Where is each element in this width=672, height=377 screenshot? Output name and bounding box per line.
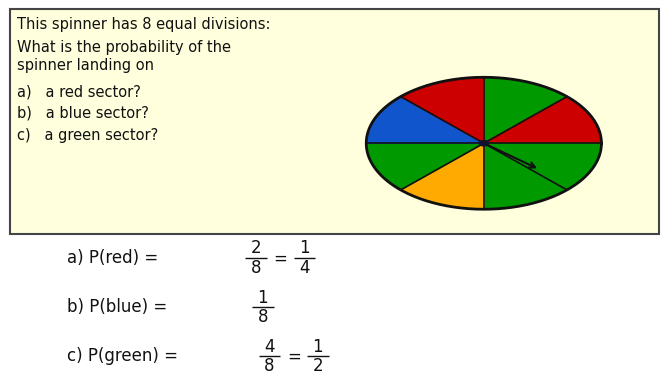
Text: =: = — [274, 249, 288, 267]
Text: 4: 4 — [299, 259, 310, 277]
Text: This spinner has 8 equal divisions:: This spinner has 8 equal divisions: — [17, 17, 270, 32]
Text: c) P(green) =: c) P(green) = — [67, 347, 183, 365]
Polygon shape — [484, 97, 601, 143]
Polygon shape — [484, 143, 567, 209]
Text: a)   a red sector?: a) a red sector? — [17, 85, 140, 100]
Text: 1: 1 — [299, 239, 310, 257]
Polygon shape — [484, 77, 567, 143]
Text: spinner landing on: spinner landing on — [17, 58, 154, 74]
Text: b) P(blue) =: b) P(blue) = — [67, 298, 173, 316]
Text: =: = — [287, 347, 301, 365]
Text: 1: 1 — [257, 288, 268, 307]
Text: 8: 8 — [264, 357, 275, 375]
FancyBboxPatch shape — [10, 9, 659, 234]
Polygon shape — [401, 143, 484, 209]
Text: 8: 8 — [257, 308, 268, 326]
Text: 2: 2 — [251, 239, 261, 257]
Polygon shape — [401, 77, 484, 143]
Text: b)   a blue sector?: b) a blue sector? — [17, 106, 149, 121]
Polygon shape — [366, 143, 484, 190]
Text: 2: 2 — [312, 357, 323, 375]
Text: a) P(red) =: a) P(red) = — [67, 249, 164, 267]
Text: 8: 8 — [251, 259, 261, 277]
Polygon shape — [366, 97, 484, 143]
Text: What is the probability of the: What is the probability of the — [17, 40, 230, 55]
Text: c)   a green sector?: c) a green sector? — [17, 128, 158, 143]
Polygon shape — [484, 143, 601, 190]
Circle shape — [479, 141, 489, 146]
Text: 1: 1 — [312, 337, 323, 356]
Text: 4: 4 — [264, 337, 275, 356]
